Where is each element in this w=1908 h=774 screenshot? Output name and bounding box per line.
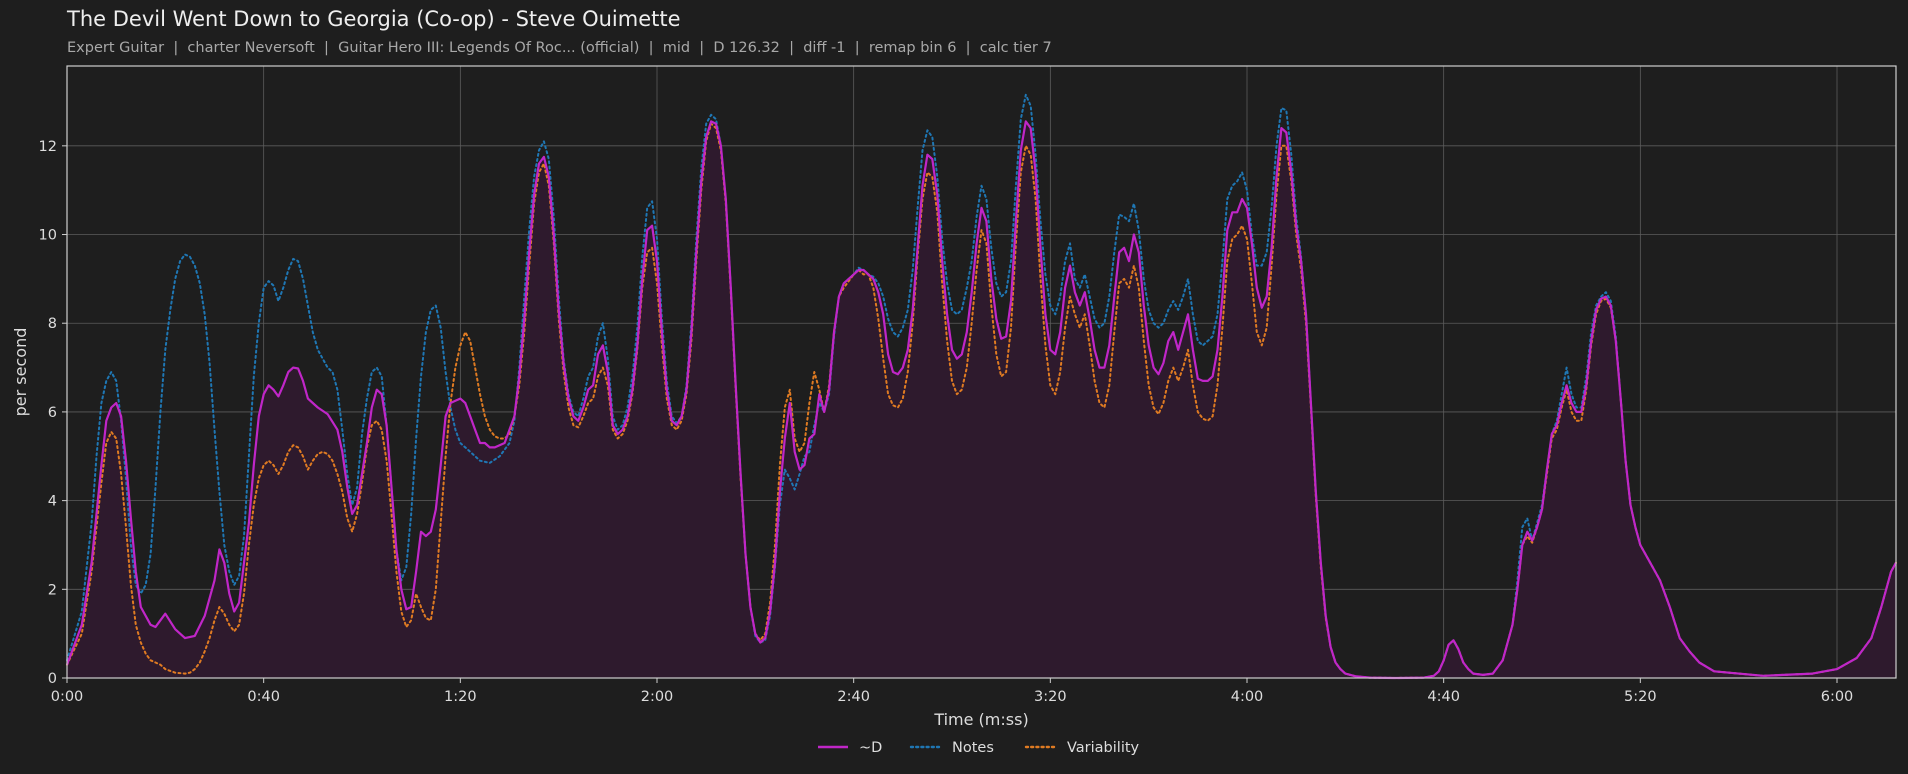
x-tick-label: 4:40 [1427,689,1460,705]
d-fill-area [67,121,1896,678]
x-tick-label: 5:20 [1624,689,1657,705]
x-tick-label: 6:00 [1821,689,1854,705]
y-tick-label: 0 [48,671,57,687]
y-axis-ticks: 0 2 4 6 8 10 12 [39,139,67,687]
chart-title: The Devil Went Down to Georgia (Co-op) -… [67,7,681,31]
x-tick-label: 1:20 [444,689,477,705]
x-axis-label: Time (m:ss) [933,710,1028,729]
legend: ~D Notes Variability [818,740,1140,756]
y-tick-label: 8 [48,316,57,332]
y-tick-label: 12 [39,139,57,155]
series-line-d [65,120,1897,680]
y-tick-label: 2 [48,582,57,598]
x-tick-label: 3:20 [1034,689,1067,705]
series-layer [65,93,1897,680]
x-tick-label: 2:00 [641,689,674,705]
plot-frame [66,65,1897,679]
x-tick-label: 4:00 [1231,689,1264,705]
y-axis-label: per second [11,328,30,417]
legend-label-variability: Variability [1067,740,1140,756]
x-tick-label: 0:40 [247,689,280,705]
x-tick-label: 2:40 [837,689,870,705]
y-tick-label: 10 [39,228,57,244]
chart-subtitle: Expert Guitar | charter Neversoft | Guit… [67,40,1052,56]
y-tick-label: 6 [48,405,57,421]
legend-label-d: ~D [859,740,882,756]
y-tick-label: 4 [48,494,57,510]
legend-label-notes: Notes [952,740,994,756]
x-tick-label: 0:00 [51,689,84,705]
x-axis-ticks: 0:00 0:40 1:20 2:00 2:40 3:20 4:00 4:40 5:20 6:00 [51,678,1854,705]
